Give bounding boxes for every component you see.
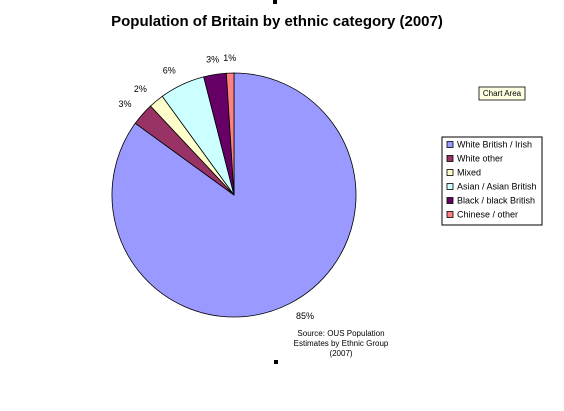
data-label: 3% — [118, 99, 131, 109]
legend-swatch — [446, 169, 454, 176]
legend-swatch — [446, 183, 454, 190]
selection-handle[interactable] — [273, 0, 277, 4]
legend-label: White other — [457, 153, 503, 163]
data-label: 3% — [206, 54, 219, 64]
selection-handle[interactable] — [274, 360, 278, 364]
legend-label: Chinese / other — [457, 209, 518, 219]
legend-label: White British / Irish — [457, 139, 532, 149]
legend-swatch — [446, 211, 454, 218]
legend-swatch — [446, 155, 454, 162]
legend-label: Black / black British — [457, 195, 535, 205]
source-note: Source: OUS Population — [297, 329, 384, 338]
legend-label: Asian / Asian British — [457, 181, 537, 191]
legend-label: Mixed — [457, 167, 481, 177]
legend — [441, 136, 543, 226]
pie-slice — [225, 72, 235, 196]
data-label: 1% — [223, 53, 236, 63]
legend-swatch — [446, 141, 454, 148]
source-note: (2007) — [329, 349, 352, 358]
source-note: Estimates by Ethnic Group — [294, 339, 389, 348]
data-label: 6% — [163, 66, 176, 76]
tooltip-box — [478, 86, 526, 101]
data-label: 2% — [134, 84, 147, 94]
tooltip: Chart Area — [483, 89, 522, 98]
data-label: 85% — [296, 311, 314, 321]
legend-swatch — [446, 197, 454, 204]
chart-title: Population of Britain by ethnic category… — [111, 13, 443, 30]
